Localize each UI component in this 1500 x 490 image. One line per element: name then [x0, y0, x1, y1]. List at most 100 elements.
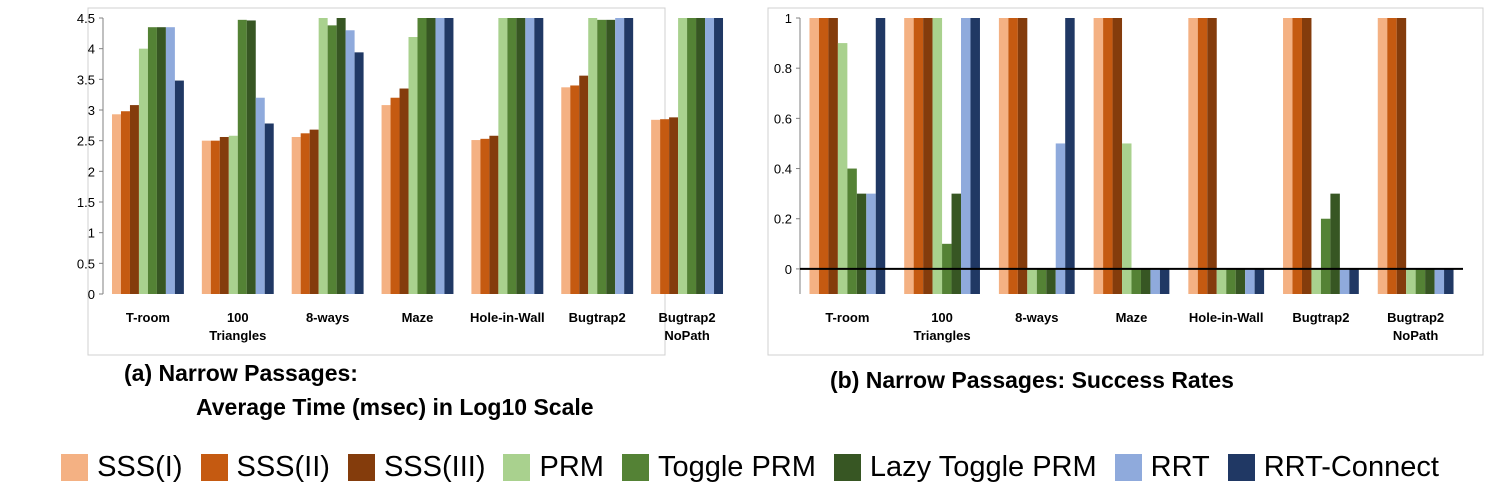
legend-item-prm: PRM [503, 451, 604, 484]
bar-toggle-prm-5 [507, 18, 517, 294]
bar-prm-3 [318, 18, 328, 294]
bar-sss-ii--4 [390, 97, 400, 294]
bar-rrt-6 [1339, 268, 1350, 294]
legend-swatch [503, 454, 531, 481]
bar-rrt-4 [435, 18, 445, 294]
bar-sss-ii--1 [818, 18, 829, 294]
legend-swatch [833, 454, 861, 481]
bar-lazy-toggle-prm-1 [856, 193, 867, 294]
bar-sss-iii--3 [309, 129, 319, 294]
y-tick-label: 0.5 [77, 256, 95, 271]
bar-sss-ii--6 [1292, 18, 1302, 294]
category-label: NoPath [664, 328, 710, 343]
category-label: 8-ways [1015, 310, 1058, 325]
bar-rrt-3 [345, 30, 355, 295]
bar-rrt-7 [1434, 268, 1445, 294]
bar-sss-iii--5 [489, 135, 499, 294]
chart-caption: (a) Narrow Passages: [124, 360, 358, 386]
legend-label: PRM [539, 451, 604, 483]
legend-label: RRT [1150, 451, 1210, 483]
bar-rrt-2 [255, 97, 265, 294]
bar-rrt-connect-7 [714, 18, 724, 294]
bar-sss-ii--3 [1008, 18, 1018, 294]
bar-sss-i--2 [904, 18, 914, 294]
legend-label: SSS(II) [236, 451, 330, 483]
legend-item-rrt-connect: RRT-Connect [1227, 451, 1439, 484]
category-label: Bugtrap2 [1292, 310, 1349, 325]
category-label: 100 [931, 310, 953, 325]
y-tick-label: 4 [88, 42, 95, 57]
bar-rrt-connect-5 [534, 18, 544, 294]
legend: SSS(I) SSS(II) SSS(III) PRM Toggle PRM Lazy T… [0, 445, 1500, 490]
category-label: 100 [227, 310, 249, 325]
bar-sss-iii--4 [1112, 18, 1123, 294]
bar-toggle-prm-1 [847, 168, 857, 294]
bar-rrt-connect-7 [1444, 268, 1454, 294]
bar-toggle-prm-6 [597, 19, 607, 295]
bar-sss-i--6 [1283, 18, 1293, 294]
bar-lazy-toggle-prm-5 [1235, 268, 1246, 294]
legend-label: SSS(I) [97, 451, 183, 483]
bar-sss-i--4 [1093, 18, 1104, 294]
bar-sss-i--5 [1188, 18, 1198, 294]
category-label: Maze [402, 310, 434, 325]
bar-rrt-connect-2 [970, 18, 980, 294]
bar-sss-iii--7 [669, 117, 679, 294]
bar-prm-7 [1406, 268, 1416, 294]
legend-swatch [1114, 454, 1142, 481]
bar-sss-i--1 [809, 18, 819, 294]
bar-prm-6 [588, 18, 598, 294]
y-tick-label: 4.5 [77, 11, 95, 26]
bar-sss-iii--6 [1301, 18, 1312, 294]
y-tick-label: 3 [88, 103, 95, 118]
y-tick-label: 0.8 [774, 61, 792, 76]
bar-lazy-toggle-prm-1 [156, 27, 166, 294]
legend-label: RRT-Connect [1263, 451, 1439, 483]
bar-sss-i--1 [111, 114, 121, 294]
bar-sss-ii--6 [570, 85, 580, 294]
y-tick-label: 0 [88, 287, 95, 302]
bar-toggle-prm-4 [417, 18, 427, 294]
legend-item-sss-iii-: SSS(III) [347, 451, 486, 484]
bar-rrt-4 [1150, 268, 1160, 294]
bar-sss-iii--6 [579, 75, 589, 295]
legend-swatch [61, 454, 89, 481]
bar-sss-i--5 [471, 140, 481, 294]
bar-sss-ii--7 [660, 119, 670, 294]
bar-sss-iii--4 [399, 88, 409, 294]
bar-lazy-toggle-prm-6 [1330, 193, 1340, 294]
bar-toggle-prm-7 [1415, 268, 1426, 294]
bar-prm-5 [498, 18, 508, 294]
bar-lazy-toggle-prm-6 [606, 19, 616, 295]
bar-toggle-prm-5 [1226, 268, 1236, 294]
category-label: Bugtrap2 [1387, 310, 1444, 325]
bar-rrt-6 [615, 18, 625, 294]
y-tick-label: 2 [88, 164, 95, 179]
bar-sss-i--3 [291, 136, 301, 294]
category-label: Bugtrap2 [569, 310, 626, 325]
bar-sss-iii--1 [129, 105, 139, 294]
bar-prm-6 [1311, 268, 1321, 294]
y-tick-label: 0.2 [774, 212, 792, 227]
bar-sss-iii--1 [828, 18, 838, 294]
bar-lazy-toggle-prm-7 [696, 18, 706, 294]
legend-label: SSS(III) [383, 451, 486, 483]
y-tick-label: 1 [88, 226, 95, 241]
category-label: T-room [126, 310, 170, 325]
legend-swatch [1227, 454, 1255, 481]
bar-rrt-connect-5 [1254, 268, 1265, 294]
category-label: Hole-in-Wall [470, 310, 545, 325]
chart-b: 0 0.2 0.4 0.6 0.8 1 T-room 100 Triangles 8-ways Ma… [767, 7, 1484, 393]
charts-figure: 0 0.5 1 1.5 2 2.5 3 3.5 4 4.5 T-room 100 Triangles 8-… [77, 7, 1484, 420]
bar-sss-ii--3 [300, 133, 310, 294]
bar-lazy-toggle-prm-4 [1140, 268, 1151, 294]
y-tick-label: 3.5 [77, 72, 95, 87]
legend-swatch [200, 454, 228, 481]
y-tick-label: 0.6 [774, 111, 792, 126]
bar-lazy-toggle-prm-2 [246, 20, 256, 294]
bar-rrt-connect-1 [875, 18, 886, 294]
bar-lazy-toggle-prm-5 [516, 18, 526, 294]
bar-lazy-toggle-prm-7 [1425, 268, 1435, 294]
bar-sss-i--7 [651, 119, 661, 294]
chart-caption: Average Time (msec) in Log10 Scale [196, 394, 594, 420]
